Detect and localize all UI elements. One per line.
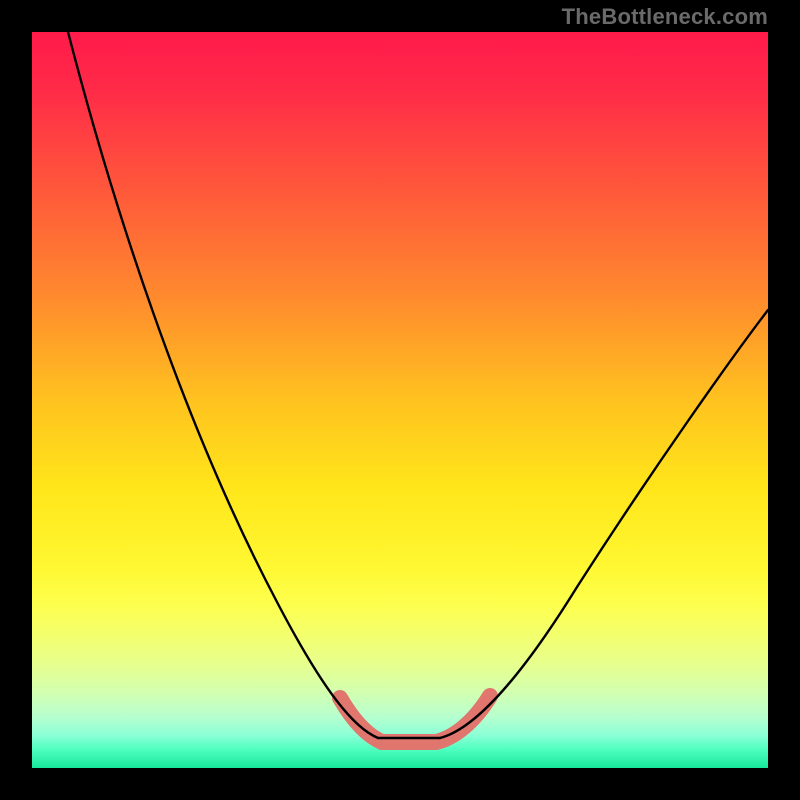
highlight-group: [340, 696, 490, 742]
chart-frame: TheBottleneck.com: [0, 0, 800, 800]
v-curve-group: [68, 32, 768, 738]
highlight-seg-left: [340, 698, 382, 742]
curve-layer: [32, 32, 768, 768]
curve-left: [68, 32, 378, 738]
curve-right: [440, 310, 768, 738]
highlight-seg-right: [436, 696, 490, 742]
watermark-text: TheBottleneck.com: [562, 4, 768, 30]
